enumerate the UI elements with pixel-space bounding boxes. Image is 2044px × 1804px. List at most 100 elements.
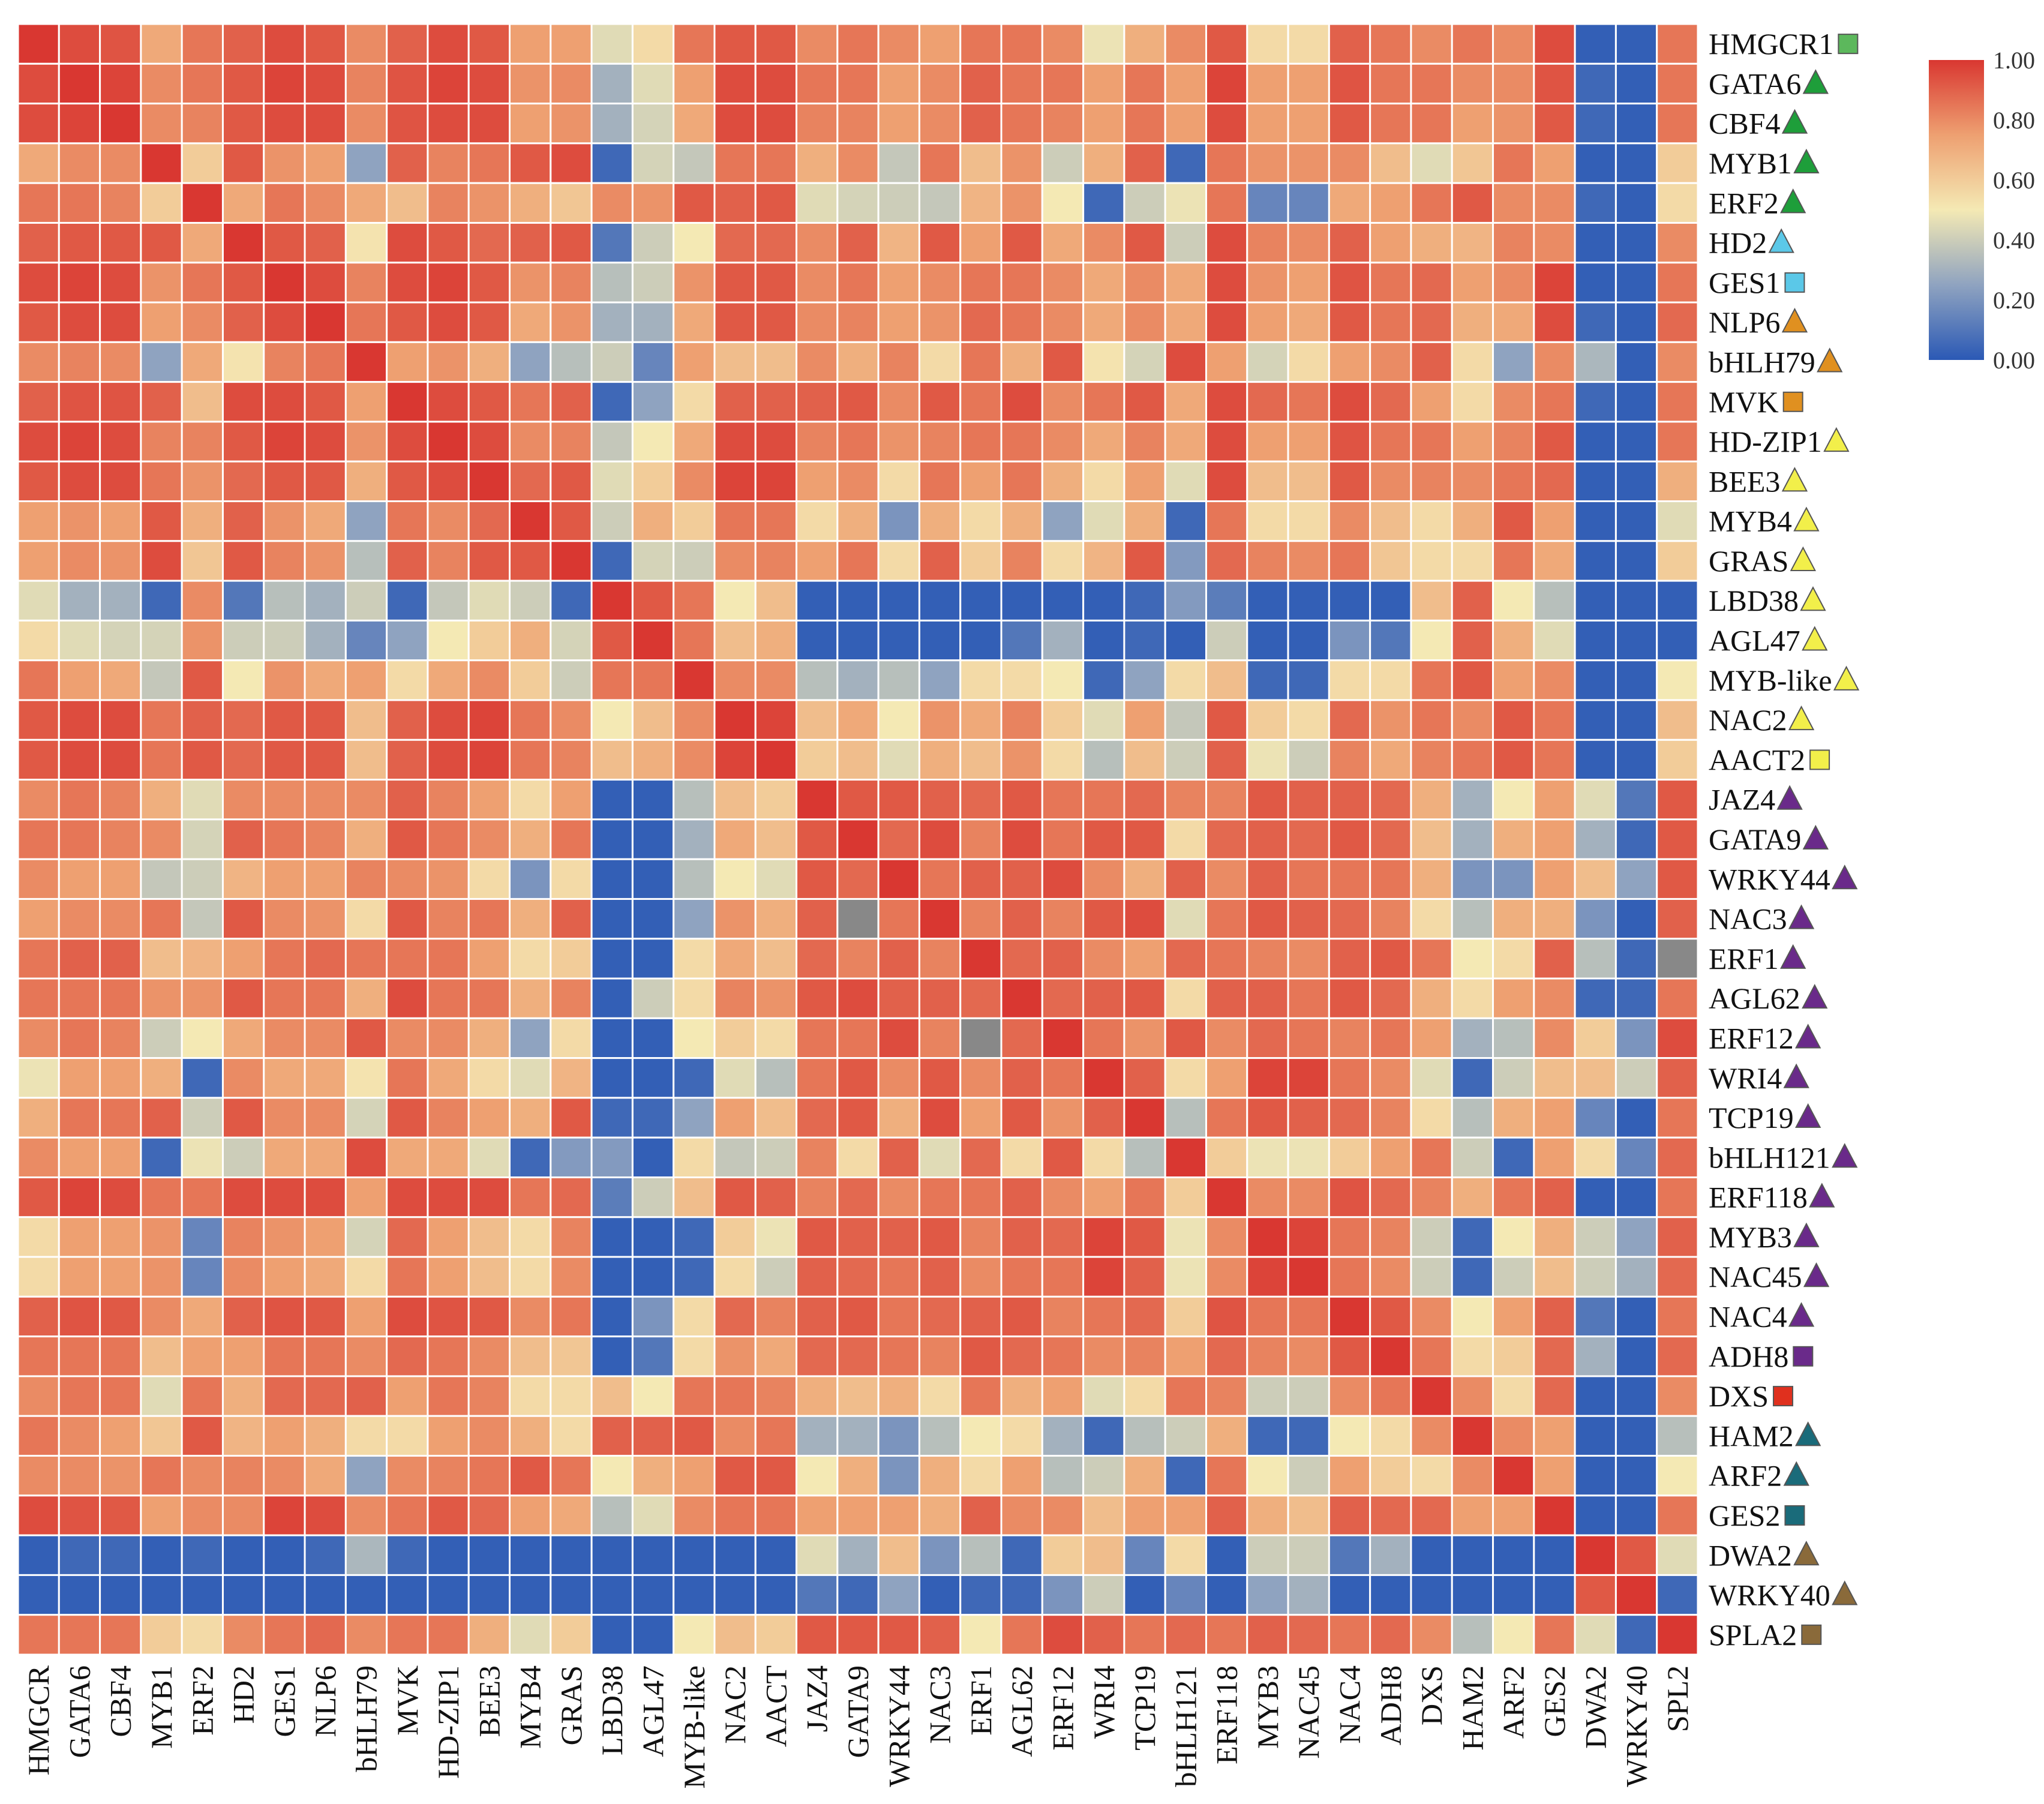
row-marker-square	[1773, 1386, 1794, 1407]
heatmap-cell	[304, 1534, 347, 1576]
heatmap-cell	[918, 341, 962, 383]
heatmap-cell	[263, 23, 306, 65]
heatmap-cell	[754, 1057, 798, 1099]
heatmap-cell	[1328, 500, 1371, 542]
heatmap-cell	[713, 23, 757, 65]
heatmap-cell	[263, 858, 306, 900]
heatmap-cell	[1656, 1017, 1699, 1059]
heatmap-cell	[263, 1295, 306, 1338]
heatmap-cell	[1123, 977, 1166, 1019]
heatmap-cell	[1410, 739, 1453, 781]
heatmap-cell	[1082, 580, 1125, 622]
heatmap-cell	[304, 938, 347, 980]
heatmap-cell	[1492, 1256, 1535, 1298]
heatmap-cell	[836, 659, 880, 701]
heatmap-cell	[1369, 818, 1412, 860]
heatmap-cell	[1451, 1097, 1494, 1139]
row-marker-triangle	[1780, 188, 1806, 214]
heatmap-cell	[304, 301, 347, 343]
heatmap-cell	[1287, 898, 1330, 940]
heatmap-cell	[1082, 858, 1125, 900]
heatmap-cell	[304, 142, 347, 184]
heatmap-cell	[58, 500, 101, 542]
heatmap-cell	[509, 1057, 552, 1099]
heatmap-cell	[1082, 1494, 1125, 1536]
heatmap-cell	[1123, 898, 1166, 940]
heatmap-cell	[344, 1256, 388, 1298]
heatmap-cell	[1328, 23, 1371, 65]
heatmap-cell	[1082, 1136, 1125, 1178]
heatmap-cell	[1614, 818, 1658, 860]
column-label: WRKY44	[882, 1665, 916, 1787]
heatmap-cell	[99, 1534, 142, 1576]
heatmap-cell	[1656, 1614, 1699, 1656]
heatmap-cell	[1164, 858, 1207, 900]
heatmap-cell	[1000, 1136, 1043, 1178]
heatmap-cell	[1451, 779, 1494, 821]
heatmap-cell	[1533, 1136, 1576, 1178]
heatmap-cell	[181, 1534, 224, 1576]
legend-color-bar	[1929, 60, 1984, 360]
heatmap-cell	[99, 103, 142, 145]
heatmap-cell	[1451, 1295, 1494, 1338]
heatmap-cell	[1082, 1534, 1125, 1576]
row-label: TCP19	[1709, 1101, 1794, 1134]
heatmap-cell	[1082, 381, 1125, 423]
heatmap-cell	[1000, 898, 1043, 940]
heatmap-cell	[1123, 1335, 1166, 1377]
legend-tick-label: 0.20	[1993, 287, 2035, 314]
heatmap-cell	[1000, 1256, 1043, 1298]
heatmap-cell	[99, 1057, 142, 1099]
heatmap-cell	[140, 1136, 183, 1178]
heatmap-cell	[1123, 23, 1166, 65]
heatmap-cell	[1000, 1216, 1043, 1258]
heatmap-cell	[17, 341, 60, 383]
heatmap-cell	[58, 262, 101, 304]
heatmap-cell	[427, 1415, 470, 1457]
heatmap-cell	[304, 1097, 347, 1139]
heatmap-cell	[754, 1494, 798, 1536]
heatmap-cell	[1451, 1017, 1494, 1059]
heatmap-cell	[918, 1534, 962, 1576]
heatmap-cell	[181, 1057, 224, 1099]
row-label: ERF12	[1709, 1021, 1794, 1055]
heatmap-cell	[1533, 739, 1576, 781]
heatmap-cell	[1614, 421, 1658, 463]
heatmap-cell	[386, 1494, 429, 1536]
heatmap-cell	[1328, 779, 1371, 821]
heatmap-cell	[713, 659, 757, 701]
heatmap-cell	[1533, 1415, 1576, 1457]
heatmap-cell	[1041, 1295, 1085, 1338]
heatmap-cell	[796, 779, 839, 821]
heatmap-cell	[467, 1017, 511, 1059]
heatmap-cell	[1369, 1415, 1412, 1457]
heatmap-cell	[550, 1176, 593, 1218]
heatmap-cell	[918, 1097, 962, 1139]
heatmap-cell	[304, 421, 347, 463]
heatmap-cell	[1328, 977, 1371, 1019]
heatmap-cell	[99, 1415, 142, 1457]
heatmap-cell	[17, 898, 60, 940]
heatmap-cell	[1451, 301, 1494, 343]
heatmap-cell	[796, 1295, 839, 1338]
heatmap-cell	[1082, 1415, 1125, 1457]
heatmap-cell	[1287, 1256, 1330, 1298]
heatmap-cell	[17, 301, 60, 343]
heatmap-cell	[509, 977, 552, 1019]
heatmap-cell	[673, 1455, 716, 1497]
heatmap-cell	[959, 500, 1003, 542]
row-label: AGL62	[1709, 981, 1800, 1015]
heatmap-cell	[17, 182, 60, 224]
heatmap-cell	[631, 1335, 675, 1377]
heatmap-cell	[1287, 103, 1330, 145]
heatmap-cell	[17, 659, 60, 701]
heatmap-cell	[1246, 1216, 1289, 1258]
heatmap-cell	[959, 938, 1003, 980]
heatmap-cell	[713, 262, 757, 304]
heatmap-cell	[1082, 1455, 1125, 1497]
heatmap-cell	[1041, 858, 1085, 900]
heatmap-cell	[590, 62, 634, 105]
heatmap-cell	[344, 62, 388, 105]
heatmap-cell	[836, 460, 880, 503]
heatmap-cell	[673, 1494, 716, 1536]
